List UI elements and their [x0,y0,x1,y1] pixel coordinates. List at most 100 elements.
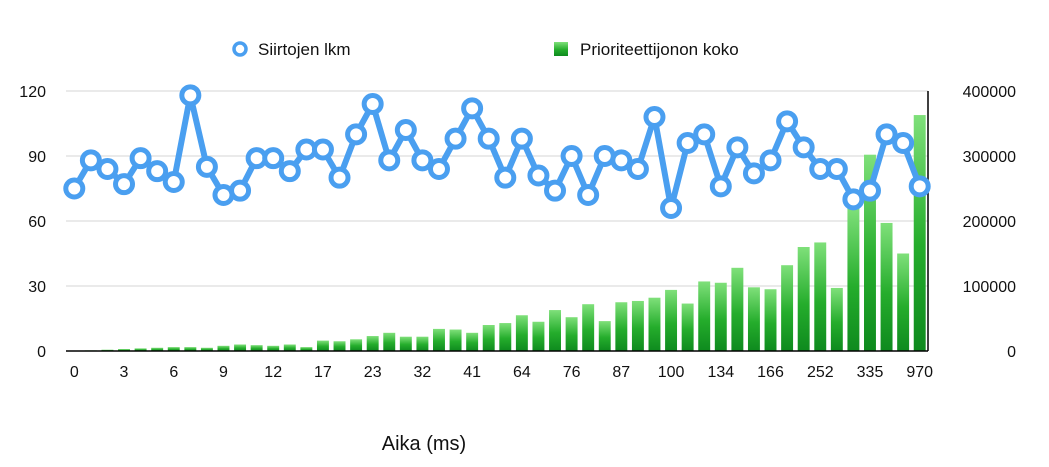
legend-item-line: Siirtojen lkm [232,40,351,59]
bar [333,341,346,351]
bar [167,347,180,351]
bar [615,302,628,351]
bar [482,325,495,351]
bar [184,347,197,351]
x-tick-label: 3 [120,364,129,381]
axes [66,91,929,352]
bar [250,345,263,351]
line-point [494,166,517,189]
x-tick-label: 64 [513,364,531,381]
bar [433,328,445,351]
bar [814,242,827,351]
x-tick-label: 0 [70,364,79,381]
x-tick-label: 134 [707,364,734,381]
x-tick-label: 41 [463,364,481,381]
bar-series [84,115,926,351]
line-point [742,162,765,185]
line-point [560,145,583,167]
line-point [278,160,301,183]
line-point [510,127,533,150]
line-point [709,175,732,198]
x-tick-label: 87 [612,364,630,381]
line-point [411,149,434,172]
line-point [908,175,931,198]
bar [864,154,876,351]
line-point [858,179,881,202]
line-point [643,106,666,128]
line-point [113,173,136,196]
bar [399,336,412,351]
line-point [378,149,401,172]
line-point [892,132,915,154]
line-point [444,127,467,150]
line-point [262,147,285,170]
line-path [71,92,923,211]
x-tick-label: 17 [314,364,332,381]
line-point [229,179,252,202]
y-left-tick-label: 60 [28,214,46,231]
y-left-tick-label: 0 [37,344,46,361]
y-right-tick-label: 100000 [963,279,1016,296]
bar [913,115,926,351]
bar [631,300,644,351]
line-point [792,136,815,159]
x-tick-label: 23 [364,364,382,381]
bar [515,315,528,351]
line-point [427,158,450,180]
line-point [776,110,799,133]
line-point [79,149,102,172]
line-point [361,93,384,115]
line-point [660,197,683,219]
y-left-tick-label: 90 [28,149,46,166]
line-point [759,149,782,172]
x-tick-label: 9 [219,364,228,381]
line-point [345,123,368,146]
x-tick-label: 970 [906,364,933,381]
line-point [328,166,351,189]
bar [714,282,727,351]
x-tick-label: 335 [857,364,884,381]
line-point [610,149,633,172]
line-point [394,119,417,141]
line-point [842,188,865,211]
y-right-tick-label: 300000 [963,149,1016,166]
legend: Siirtojen lkm Prioriteettijonon koko [232,40,739,59]
line-point [162,171,185,193]
bar [366,336,379,351]
line-series [63,84,931,219]
y-left-tick-label: 30 [28,279,46,296]
bar [300,347,313,351]
line-point [129,147,152,170]
y-right-tick-label: 400000 [963,84,1016,101]
legend-bar-swatch [554,42,568,56]
bar [118,349,130,351]
line-point [63,177,86,200]
line-point [527,164,550,187]
bar [681,303,694,351]
bar [582,304,595,351]
x-tick-label: 6 [169,364,178,381]
bar [747,287,760,351]
tick-labels: 0 30 60 90 120 0 100000 200000 300000 400000 0 3 6 9 1… [19,84,1016,381]
line-point [875,123,898,146]
bar [665,289,678,351]
bar [200,347,213,351]
legend-item-bar: Prioriteettijonon koko [554,40,739,59]
bar [549,310,561,351]
line-point [146,160,169,183]
bar [234,344,247,351]
line-point [461,97,484,120]
legend-bar-label: Prioriteettijonon koko [580,40,739,59]
bar [283,344,296,351]
line-point [179,84,202,107]
x-tick-label: 12 [264,364,282,381]
x-tick-label: 166 [757,364,784,381]
bar [134,348,147,351]
bar [416,336,429,351]
bar [532,321,545,351]
bar [598,321,611,351]
bar [316,340,329,351]
line-point [577,184,600,206]
bar [466,332,479,351]
